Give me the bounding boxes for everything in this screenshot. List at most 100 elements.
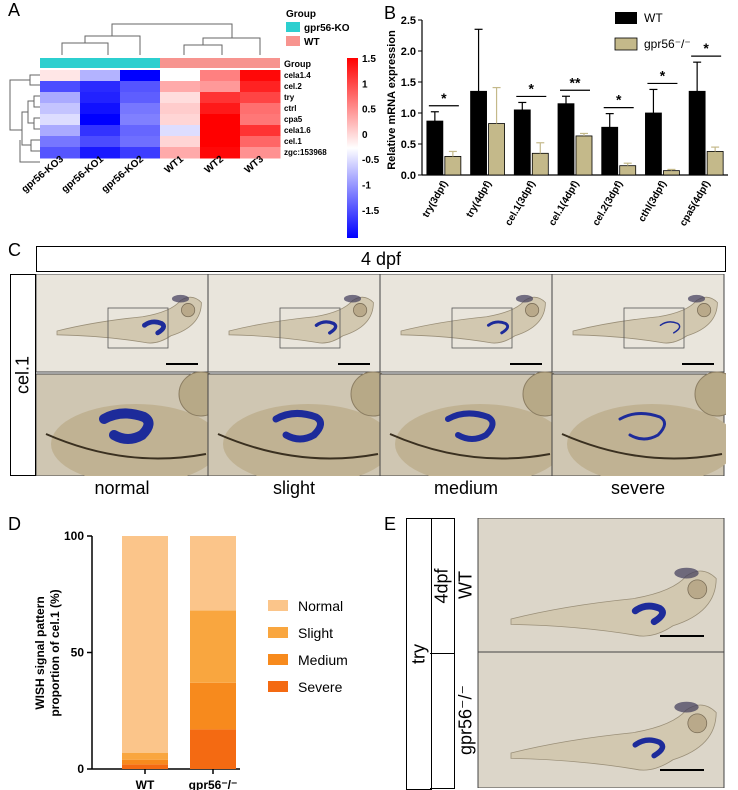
closeup-edge: [561, 433, 723, 460]
heatmap-cell: [160, 125, 201, 137]
b-y-tick-label: 2.5: [401, 15, 416, 27]
category-label-slight: slight: [272, 478, 316, 498]
b-bar: [619, 165, 637, 176]
heatmap-cell: [160, 136, 201, 148]
d-bar-segment: [190, 682, 236, 730]
embryo-stain: [314, 320, 338, 335]
embryo-eye: [181, 303, 196, 318]
heatmap-cell: [240, 147, 281, 159]
heatmap-cell: [200, 92, 241, 104]
color-scale-bar: [347, 58, 358, 238]
color-scale-tick: 1.5: [362, 54, 376, 65]
panel-c-zoom-box: [451, 307, 513, 349]
embryo-body: [228, 296, 374, 344]
panel-label-a: A: [8, 0, 21, 20]
b-bar: [575, 135, 593, 176]
color-scale-tick: -1: [362, 181, 371, 192]
heatmap-cell: [240, 70, 281, 82]
heatmap-row-label: ctrl: [284, 104, 296, 113]
heatmap-row-label: cel.2: [284, 82, 302, 91]
d-legend-swatch: [268, 654, 288, 665]
panel-label-b: B: [384, 3, 397, 23]
panel-c-header: 4 dpf: [36, 246, 726, 272]
b-sig-star: **: [570, 74, 581, 90]
heatmap-cell: [160, 70, 201, 82]
embryo-body: [400, 296, 546, 344]
heatmap-column-label: gpr56-KO1: [60, 154, 107, 196]
b-legend-label-ko: gpr56⁻/⁻: [644, 37, 691, 51]
heatmap-cell: [120, 136, 161, 148]
b-sig-star: *: [703, 40, 709, 56]
d-legend-label: Slight: [298, 625, 333, 641]
color-scale-tick: 1: [362, 79, 368, 90]
b-y-tick-label: 0.5: [401, 139, 416, 151]
heatmap-cell: [160, 81, 201, 93]
d-bar-segment: [122, 536, 168, 753]
b-bar: [444, 155, 462, 176]
embryo-eye: [525, 303, 540, 318]
embryo-body: [572, 296, 718, 344]
d-x-tick-label: WT: [136, 778, 155, 790]
heatmap-cell: [200, 136, 241, 148]
panel-c-zoom-box: [279, 307, 341, 349]
group-bar-label: Group: [284, 59, 311, 69]
embryo-pigment: [515, 294, 534, 303]
closeup-edge: [217, 433, 379, 460]
embryo-body: [510, 570, 717, 637]
legend-swatch-wt: [286, 36, 300, 46]
heatmap-cell: [160, 147, 201, 159]
embryo-pigment: [674, 567, 699, 579]
heatmap-cell: [200, 147, 241, 159]
row-dendrogram: [9, 74, 40, 163]
embryo-body: [510, 704, 717, 771]
closeup-stain: [99, 408, 154, 444]
heatmap-column-label: gpr56-KO2: [100, 154, 147, 196]
color-scale-tick: -1.5: [362, 206, 380, 217]
d-x-tick-label: gpr56⁻/⁻: [189, 778, 238, 790]
panel-e-timepoint-box: 4dpf: [430, 518, 455, 654]
panel-e-gene-label: try: [408, 644, 429, 664]
heatmap-cell: [240, 114, 281, 126]
closeup-edge: [45, 433, 207, 460]
panel-e-row2-label-box: gpr56⁻/⁻: [454, 652, 478, 788]
heatmap-cell: [80, 81, 121, 93]
panel-c-gene-box: cel.1: [10, 274, 36, 476]
embryo-pigment: [687, 294, 706, 303]
d-legend-swatch: [268, 681, 288, 692]
b-y-tick-label: 2.0: [401, 46, 416, 58]
color-scale-tick: 0: [362, 130, 368, 141]
embryo-stain: [659, 321, 681, 334]
b-legend-swatch-wt: [615, 12, 637, 24]
b-sig-star: *: [529, 80, 535, 96]
heatmap-cell: [40, 103, 81, 115]
heatmap-cell: [200, 114, 241, 126]
heatmap-cell: [40, 81, 81, 93]
panel-e-gene-box: try: [406, 518, 432, 790]
d-y-tick-label: 0: [77, 762, 84, 776]
category-label-normal: normal: [94, 478, 150, 498]
column-dendrogram: [61, 23, 261, 55]
b-y-tick-label: 1.0: [401, 108, 416, 120]
b-x-tick-label: cel.1(3dpf): [503, 179, 538, 228]
heatmap-cell: [80, 125, 121, 137]
d-legend-swatch: [268, 627, 288, 638]
heatmap-cell: [80, 136, 121, 148]
embryo-eye: [687, 713, 708, 734]
b-legend-swatch-ko: [614, 37, 638, 51]
heatmap-cell: [160, 103, 201, 115]
panel-e-row-label-ko: gpr56⁻/⁻: [455, 684, 476, 756]
legend-label-ko: gpr56-KO: [304, 23, 350, 34]
b-x-tick-label: cel.1(4dpf): [547, 179, 582, 228]
heatmap-row-label: cel.1: [284, 137, 302, 146]
category-label-medium: medium: [433, 478, 499, 498]
panel-c-zoom-box: [623, 307, 685, 349]
heatmap-cell: [120, 147, 161, 159]
panel-e-blank-box: [430, 652, 455, 789]
b-sig-star: *: [441, 90, 447, 106]
heatmap-cell: [40, 125, 81, 137]
d-ylabel-line1: WISH signal pattern: [33, 596, 47, 709]
heatmap-row-label: try: [284, 93, 295, 102]
b-y-tick-label: 1.5: [401, 77, 416, 89]
category-label-severe: severe: [610, 478, 666, 498]
